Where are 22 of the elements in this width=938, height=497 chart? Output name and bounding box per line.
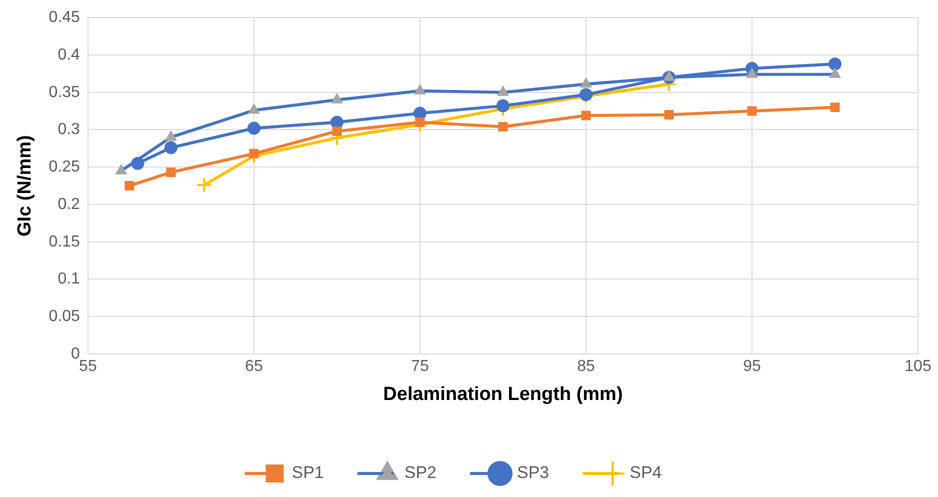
x-tick-label: 65: [245, 358, 263, 376]
y-tick-label: 0.1: [58, 270, 80, 288]
x-tick-label: 75: [411, 358, 429, 376]
y-tick-label: 0.3: [58, 121, 80, 138]
y-tick-label: 0.35: [48, 84, 80, 101]
legend-label: SP2: [404, 463, 437, 482]
y-tick-label: 0.45: [48, 9, 80, 26]
x-tick-label: 55: [79, 358, 97, 376]
y-tick-label: 0.4: [58, 46, 80, 64]
y-tick-label: 0.2: [58, 196, 80, 213]
legend-label: SP3: [517, 463, 550, 482]
x-tick-label: 85: [577, 358, 595, 376]
x-tick-label: 95: [743, 358, 761, 376]
legend-label: SP1: [292, 463, 324, 482]
y-tick-label: 0.15: [48, 233, 80, 250]
y-tick-label: 0.05: [48, 308, 80, 326]
x-tick-label: 105: [904, 358, 932, 376]
y-axis-title: GIc (N/mm): [14, 135, 36, 236]
legend-label: SP4: [630, 463, 662, 482]
y-tick-label: 0.25: [48, 158, 80, 176]
y-tick-label: 0: [71, 345, 80, 362]
x-axis-title: Delamination Length (mm): [383, 384, 623, 405]
